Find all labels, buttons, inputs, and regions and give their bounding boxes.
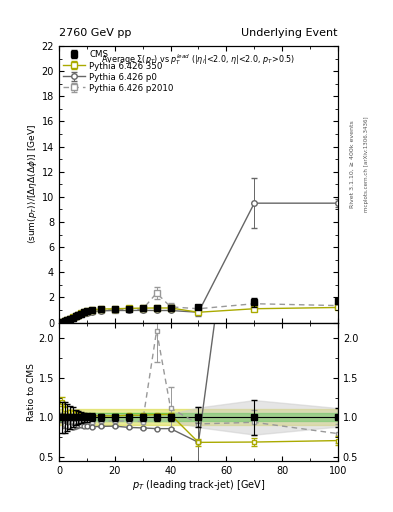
Legend: CMS, Pythia 6.426 350, Pythia 6.426 p0, Pythia 6.426 p2010: CMS, Pythia 6.426 350, Pythia 6.426 p0, … <box>62 49 175 95</box>
Text: Average $\Sigma(p_T)$ vs $p_T^{lead}$ ($|\eta_l|$<2.0, $\eta|$<2.0, $p_T$>0.5): Average $\Sigma(p_T)$ vs $p_T^{lead}$ ($… <box>101 52 296 67</box>
X-axis label: $p_T$ (leading track-jet) [GeV]: $p_T$ (leading track-jet) [GeV] <box>132 478 265 493</box>
Text: 2760 GeV pp: 2760 GeV pp <box>59 28 131 38</box>
Text: Rivet 3.1.10, ≥ 400k events: Rivet 3.1.10, ≥ 400k events <box>350 120 355 208</box>
Y-axis label: $\langle$sum$(p_T)\rangle$/$[\Delta\eta\Delta(\Delta\phi)]$ [GeV]: $\langle$sum$(p_T)\rangle$/$[\Delta\eta\… <box>26 124 39 244</box>
Bar <box>59 413 338 421</box>
Text: Underlying Event: Underlying Event <box>241 28 338 38</box>
Text: mcplots.cern.ch [arXiv:1306.3436]: mcplots.cern.ch [arXiv:1306.3436] <box>364 116 369 211</box>
Y-axis label: Ratio to CMS: Ratio to CMS <box>27 362 36 421</box>
Bar <box>59 410 338 425</box>
